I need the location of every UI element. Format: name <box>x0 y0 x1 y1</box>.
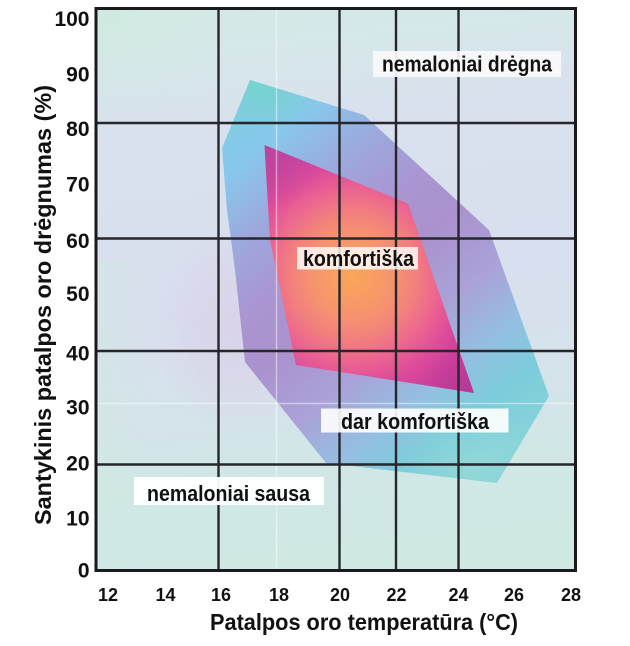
svg-text:14: 14 <box>155 585 175 605</box>
svg-text:60: 60 <box>66 230 89 253</box>
svg-text:70: 70 <box>66 174 89 197</box>
svg-text:100: 100 <box>54 8 89 31</box>
svg-text:50: 50 <box>66 283 89 306</box>
svg-text:20: 20 <box>330 585 350 605</box>
svg-text:26: 26 <box>504 585 524 605</box>
svg-text:20: 20 <box>66 453 89 476</box>
svg-text:nemaloniai drėgna: nemaloniai drėgna <box>382 52 553 77</box>
svg-text:24: 24 <box>448 585 468 605</box>
svg-text:12: 12 <box>98 585 118 605</box>
svg-text:dar komfortiška: dar komfortiška <box>341 409 490 434</box>
svg-text:28: 28 <box>561 585 581 605</box>
svg-text:40: 40 <box>66 343 89 366</box>
svg-text:90: 90 <box>66 64 89 87</box>
svg-text:18: 18 <box>269 585 289 605</box>
svg-text:22: 22 <box>386 585 406 605</box>
svg-text:30: 30 <box>66 397 89 420</box>
svg-text:80: 80 <box>66 118 89 141</box>
svg-text:komfortiška: komfortiška <box>303 246 415 271</box>
svg-text:Patalpos oro temperatūra (°C): Patalpos oro temperatūra (°C) <box>210 609 518 635</box>
svg-text:Santykinis patalpos oro drėgnu: Santykinis patalpos oro drėgnumas (%) <box>30 85 56 525</box>
svg-text:nemaloniai sausa: nemaloniai sausa <box>147 481 311 506</box>
svg-text:0: 0 <box>78 560 90 583</box>
svg-text:16: 16 <box>211 585 231 605</box>
svg-text:10: 10 <box>66 508 89 531</box>
